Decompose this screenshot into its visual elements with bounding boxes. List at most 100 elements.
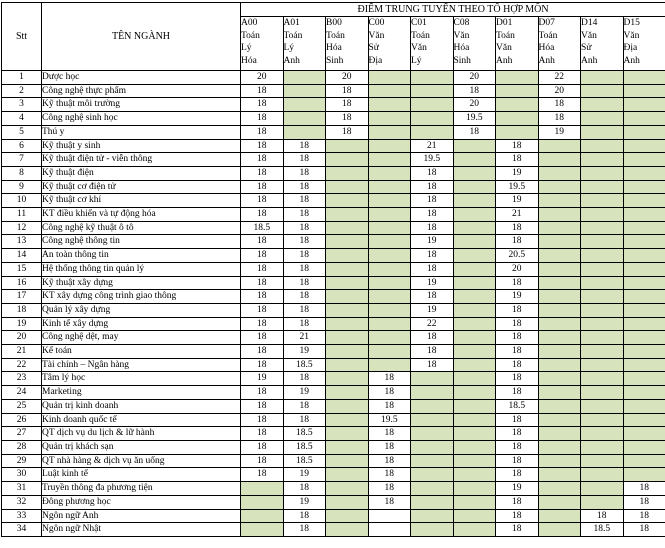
score-cell-D07 [537,371,581,387]
score-cell-D15: 18 [622,481,665,496]
score-cell-D01: 18 [495,316,539,332]
score-cell-D14 [580,467,624,483]
row-number-cell: 21 [1,344,42,359]
score-cell-D07 [537,316,581,332]
score-cell-A00: 18 [240,275,284,291]
score-cell-C08 [452,207,496,222]
score-cell-D01: 18 [495,344,539,359]
table-row: 13 Công nghệ thông tin 18 18 19 18 [1,234,665,250]
score-cell-B00 [325,193,369,209]
score-cell-A00 [240,481,284,496]
score-cell-A00: 18 [240,357,284,373]
score-cell-D14: 18.5 [580,522,624,537]
score-cell-C00: 18 [367,426,411,441]
major-name-cell: Đông phương học [41,494,241,510]
score-cell-A01: 18 [282,234,326,250]
major-name-cell: Ngôn ngữ Anh [41,508,241,524]
score-cell-C08 [452,481,496,496]
score-cell-D15 [622,439,665,455]
score-cell-C00: 18 [367,439,411,455]
score-cell-D14 [580,138,624,154]
score-cell-D14 [580,165,624,181]
combo-subject: Hóa [453,43,470,53]
combo-code: D14 [581,18,598,28]
score-cell-C00 [367,97,411,113]
table-row: 15 Hệ thống thông tin quản lý 18 18 18 20 [1,261,665,277]
major-name-cell: Công nghệ sinh học [41,111,241,126]
score-cell-A01: 18 [282,522,326,537]
table-row: 19 Kinh tế xây dựng 18 18 22 18 [1,316,665,332]
score-cell-A00: 18 [240,467,284,483]
score-cell-D14 [580,193,624,209]
score-cell-D01: 18 [495,302,539,318]
combo-subject: Anh [623,55,640,66]
score-cell-C00: 19.5 [367,412,411,428]
score-cell-C00 [367,508,411,524]
score-cell-C08 [452,261,496,277]
table-row: 32 Đông phương học 19 18 18 18 [1,494,665,510]
score-cell-C00 [367,302,411,318]
score-cell-A00: 18 [240,83,284,99]
score-cell-C01 [410,371,454,387]
score-cell-D01: 18 [495,371,539,387]
combo-subject: Hóa [538,43,555,53]
combo-subject: Sử [581,43,592,53]
table-row: 3 Kỹ thuật môi trường 18 18 20 18 [1,97,665,113]
score-cell-C08 [452,316,496,332]
major-name-cell: Tâm lý học [41,371,241,387]
score-cell-C00 [367,207,411,222]
score-cell-C01: 18 [410,289,454,304]
score-cell-C08 [452,398,496,414]
score-cell-B00: 18 [325,97,369,113]
row-number-cell: 30 [1,467,42,483]
score-cell-D01 [495,70,539,85]
score-cell-C01 [410,453,454,469]
score-cell-D14 [580,275,624,291]
score-cell-D14 [580,220,624,236]
row-number-cell: 7 [1,152,42,167]
combo-subject: Lý [411,55,422,66]
combo-subject: Lý [241,43,252,53]
score-cell-D07 [537,165,581,181]
score-cell-A00: 18 [240,398,284,414]
score-cell-B00 [325,289,369,304]
table-row: 28 Quản trị khách sạn 18 18.5 18 18 [1,439,665,455]
major-name-cell: KT điều khiển và tự động hóa [41,207,241,222]
column-header-D14: D14 Văn Sử Anh [580,16,624,71]
score-cell-B00: 18 [325,124,369,140]
major-name-cell: Tài chính – Ngân hàng [41,357,241,373]
major-name-cell: Truyền thông đa phương tiện [41,481,241,496]
score-cell-B00: 18 [325,111,369,126]
score-cell-C00 [367,330,411,346]
score-cell-D07: 20 [537,83,581,99]
combo-subject: Văn [623,30,640,41]
combo-subject: Toán [326,30,345,41]
score-cell-C01 [410,522,454,537]
score-cell-D07 [537,344,581,359]
score-cell-C00: 18 [367,398,411,414]
score-cell-D01: 19 [495,289,539,304]
score-cell-C08: 18 [452,124,496,140]
score-cell-D14 [580,111,624,126]
score-cell-D15 [622,179,665,195]
combo-subject: Địa [623,43,638,53]
score-cell-A00: 20 [240,70,284,85]
score-cell-A00: 18 [240,439,284,455]
score-cell-D01: 19 [495,481,539,496]
score-cell-B00 [325,494,369,510]
score-cell-C01: 18 [410,330,454,346]
score-cell-D01: 18 [495,412,539,428]
score-cell-A00: 18.5 [240,220,284,236]
major-name-cell: Dược học [41,70,241,85]
score-cell-C08 [452,220,496,236]
combo-subject: Văn [581,30,597,41]
column-header-C08: C08 Văn Hóa Sinh [452,16,496,71]
score-cell-D01: 18 [495,220,539,236]
score-cell-D01: 21 [495,207,539,222]
major-name-column-header: TÊN NGÀNH [41,2,241,71]
score-cell-C08 [452,439,496,455]
score-cell-D01 [495,83,539,99]
table-row: 21 Kế toán 18 19 18 18 [1,344,665,359]
score-cell-B00: 18 [325,83,369,99]
